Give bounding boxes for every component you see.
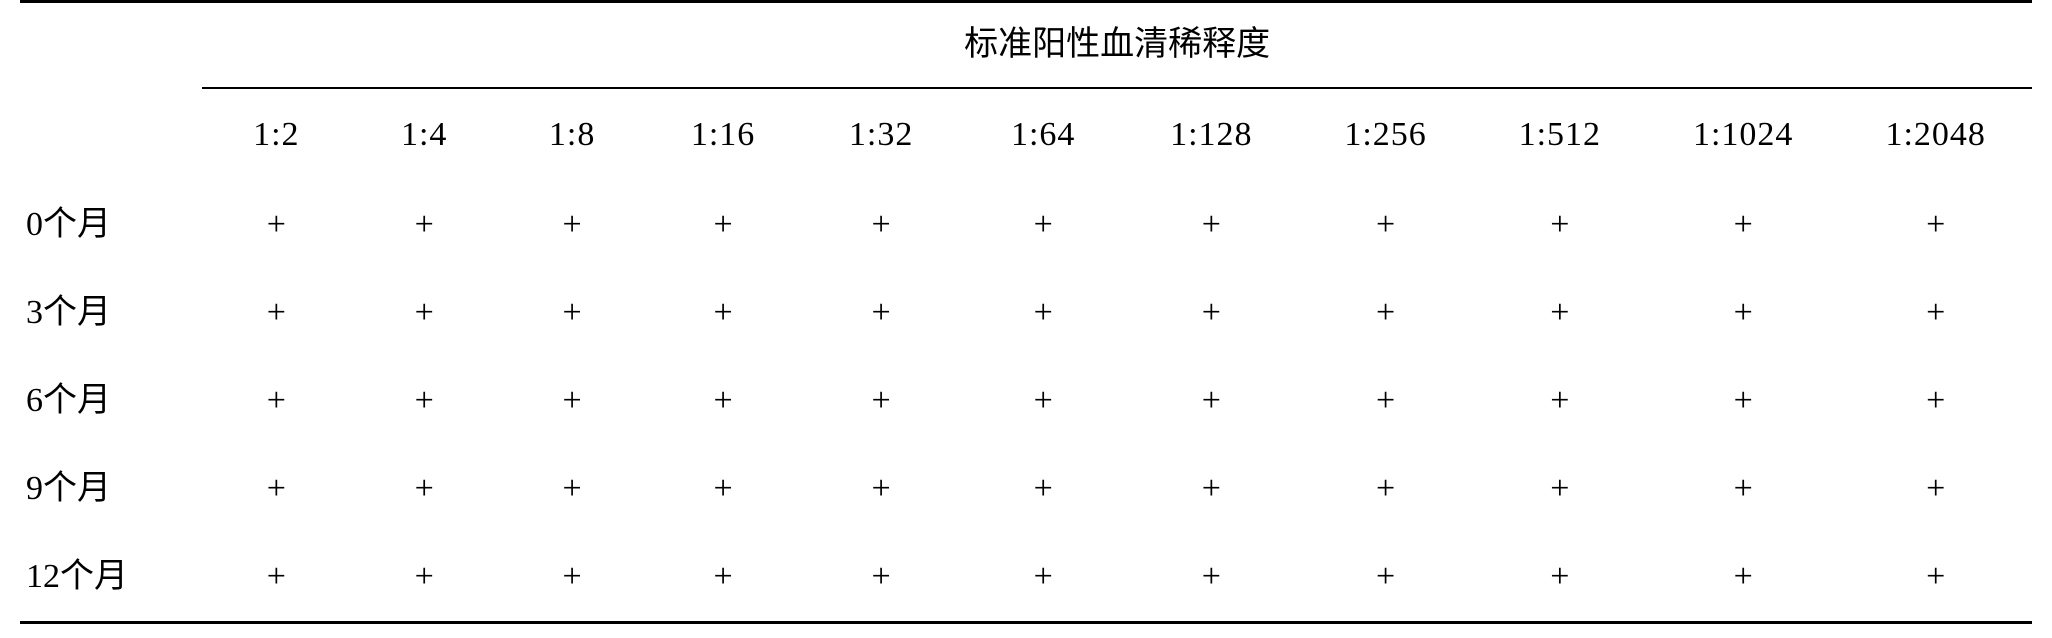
cell: + — [1473, 181, 1647, 269]
cell: + — [1473, 269, 1647, 357]
cell: + — [646, 357, 800, 445]
cell: + — [1124, 357, 1298, 445]
col-header: 1:4 — [350, 88, 498, 181]
cell: + — [646, 445, 800, 533]
row-label: 12个月 — [20, 533, 202, 623]
cell: + — [1298, 357, 1472, 445]
cell: + — [1647, 269, 1839, 357]
cell: + — [1839, 533, 2032, 623]
cell: + — [800, 533, 962, 623]
cell: + — [646, 533, 800, 623]
cell: + — [1124, 533, 1298, 623]
col-header: 1:1024 — [1647, 88, 1839, 181]
cell: + — [202, 181, 350, 269]
cell: + — [1839, 181, 2032, 269]
cell: + — [962, 181, 1124, 269]
cell: + — [962, 357, 1124, 445]
cell: + — [498, 357, 646, 445]
cell: + — [1124, 269, 1298, 357]
table-row: 3个月 + + + + + + + + + + + — [20, 269, 2032, 357]
col-header: 1:8 — [498, 88, 646, 181]
column-header-row: 1:2 1:4 1:8 1:16 1:32 1:64 1:128 1:256 1… — [20, 88, 2032, 181]
cell: + — [1839, 357, 2032, 445]
cell: + — [800, 445, 962, 533]
cell: + — [350, 357, 498, 445]
cell: + — [1473, 533, 1647, 623]
cell: + — [202, 533, 350, 623]
cell: + — [1839, 269, 2032, 357]
col-header: 1:16 — [646, 88, 800, 181]
cell: + — [498, 533, 646, 623]
row-label: 9个月 — [20, 445, 202, 533]
cell: + — [1647, 445, 1839, 533]
table-row: 12个月 + + + + + + + + + + + — [20, 533, 2032, 623]
cell: + — [962, 269, 1124, 357]
cell: + — [1298, 181, 1472, 269]
cell: + — [498, 445, 646, 533]
row-label: 6个月 — [20, 357, 202, 445]
col-header: 1:512 — [1473, 88, 1647, 181]
cell: + — [202, 445, 350, 533]
row-label: 3个月 — [20, 269, 202, 357]
cell: + — [498, 269, 646, 357]
col-header: 1:64 — [962, 88, 1124, 181]
cell: + — [1647, 181, 1839, 269]
cell: + — [1124, 445, 1298, 533]
cell: + — [962, 533, 1124, 623]
spanning-header: 标准阳性血清稀释度 — [202, 2, 2032, 89]
cell: + — [1647, 533, 1839, 623]
col-header: 1:256 — [1298, 88, 1472, 181]
cell: + — [646, 269, 800, 357]
cell: + — [350, 445, 498, 533]
col-header: 1:2048 — [1839, 88, 2032, 181]
cell: + — [1647, 357, 1839, 445]
cell: + — [800, 269, 962, 357]
cell: + — [1839, 445, 2032, 533]
cell: + — [1473, 445, 1647, 533]
cell: + — [202, 357, 350, 445]
cell: + — [350, 269, 498, 357]
col-header: 1:2 — [202, 88, 350, 181]
cell: + — [350, 181, 498, 269]
cell: + — [800, 357, 962, 445]
dilution-table: 标准阳性血清稀释度 1:2 1:4 1:8 1:16 1:32 1:64 1:1… — [20, 0, 2032, 624]
table-row: 0个月 + + + + + + + + + + + — [20, 181, 2032, 269]
cell: + — [800, 181, 962, 269]
cell: + — [498, 181, 646, 269]
col-header: 1:32 — [800, 88, 962, 181]
cell: + — [962, 445, 1124, 533]
cell: + — [1298, 269, 1472, 357]
cell: + — [1124, 181, 1298, 269]
cell: + — [202, 269, 350, 357]
cell: + — [1298, 445, 1472, 533]
col-header: 1:128 — [1124, 88, 1298, 181]
table-row: 6个月 + + + + + + + + + + + — [20, 357, 2032, 445]
cell: + — [1298, 533, 1472, 623]
cell: + — [646, 181, 800, 269]
row-label: 0个月 — [20, 181, 202, 269]
cell: + — [1473, 357, 1647, 445]
cell: + — [350, 533, 498, 623]
table-row: 9个月 + + + + + + + + + + + — [20, 445, 2032, 533]
